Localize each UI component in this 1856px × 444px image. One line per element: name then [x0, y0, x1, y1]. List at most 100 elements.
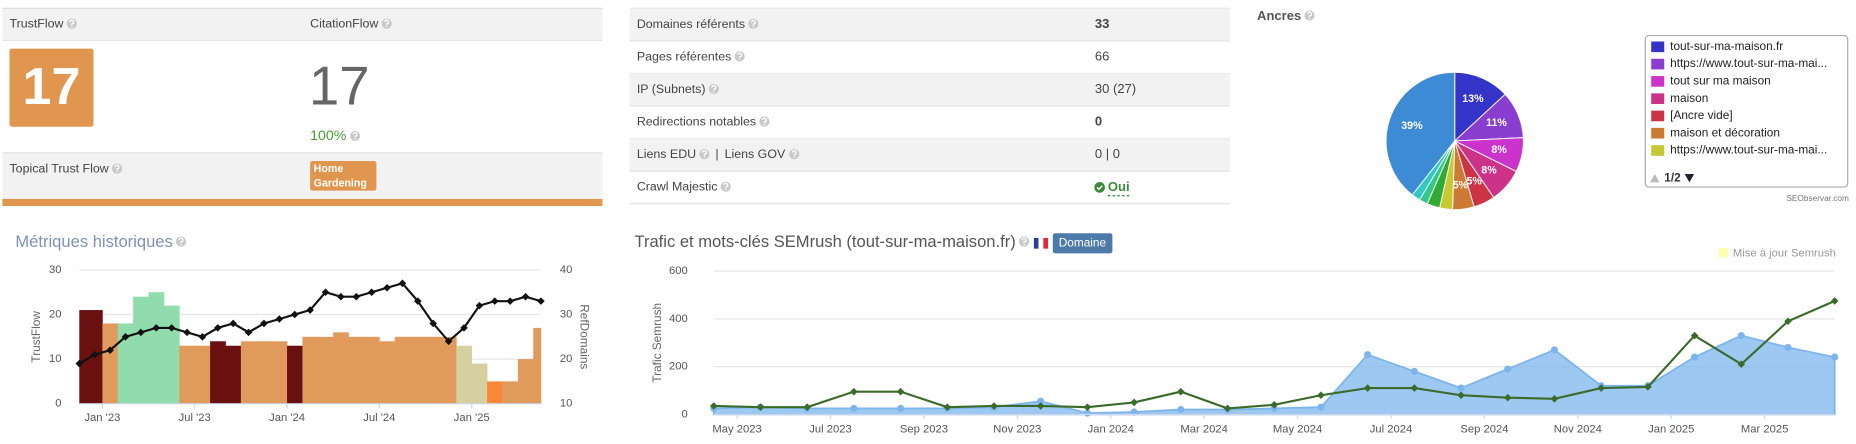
legend-swatch[interactable] — [1651, 41, 1665, 53]
row-value: 66 — [1095, 49, 1109, 64]
legend-swatch[interactable] — [1651, 58, 1665, 70]
point-marker — [1364, 351, 1372, 359]
slice-label: 5% — [1453, 180, 1469, 192]
legend-swatch[interactable] — [1651, 127, 1665, 139]
point-marker — [1036, 402, 1045, 410]
area-segment — [271, 341, 288, 404]
point-marker — [229, 319, 237, 328]
x-tick-label: Jan '24 — [269, 412, 305, 424]
row-label: Crawl Majestic — [637, 180, 718, 194]
flag-red — [1043, 237, 1049, 249]
slice-label: 39% — [1401, 120, 1423, 132]
area-segment — [210, 341, 226, 404]
y2-tick-label: 10 — [560, 398, 573, 410]
help-icon-glyph — [384, 19, 390, 26]
topical-label: Topical Trust Flow — [9, 162, 108, 176]
x-tick-label: Mar 2024 — [1180, 424, 1227, 436]
help-icon-glyph — [703, 156, 706, 158]
legend-swatch[interactable] — [1651, 76, 1665, 87]
flag-blue — [1033, 237, 1039, 249]
legend-label[interactable]: [Ancre vide] — [1670, 108, 1732, 122]
legend-swatch[interactable] — [1651, 145, 1665, 156]
help-icon-glyph — [738, 58, 741, 61]
y-axis-title: TrustFlow — [29, 311, 43, 363]
help-icon-glyph — [701, 150, 707, 156]
legend-label[interactable]: https://www.tout-sur-ma-mai... — [1670, 143, 1827, 157]
row-label: Liens GOV — [725, 147, 786, 161]
legend-swatch[interactable] — [1718, 248, 1729, 258]
x-tick-label: Nov 2023 — [993, 424, 1041, 436]
table-row-bg — [629, 8, 1230, 41]
help-icon-glyph — [793, 156, 795, 158]
flow-ratio: 100% — [310, 128, 347, 144]
slice-label: 11% — [1486, 117, 1507, 129]
y-tick-label: 0 — [681, 408, 687, 420]
area-segment — [379, 341, 396, 404]
y-tick-label: 20 — [49, 308, 62, 320]
legend-label[interactable]: https://www.tout-sur-ma-mai... — [1670, 56, 1827, 70]
table-row-bg — [629, 138, 1230, 172]
area-segment — [256, 341, 273, 404]
pager-next[interactable] — [1684, 174, 1695, 183]
area-segment — [363, 336, 380, 404]
y-tick-label: 30 — [49, 264, 62, 276]
area-segment — [333, 332, 349, 404]
y-tick-label: 200 — [669, 361, 688, 373]
point-marker — [1317, 403, 1325, 411]
y-tick-label: 10 — [49, 353, 62, 365]
help-icon-glyph — [114, 164, 120, 171]
legend-label[interactable]: maison et décoration — [1670, 125, 1780, 139]
status-icon-check — [1096, 185, 1103, 191]
point-marker — [1177, 387, 1185, 396]
row-label: Domaines référents — [637, 17, 745, 31]
point-marker — [1037, 397, 1045, 405]
point-marker — [990, 402, 998, 410]
legend-label[interactable]: Mise à jour Semrush — [1733, 247, 1836, 259]
topical-tag-text: Gardening — [314, 177, 367, 189]
legend-label[interactable]: maison — [1670, 91, 1708, 105]
trust-flow-label: TrustFlow — [9, 17, 63, 31]
citation-flow-value: 17 — [309, 55, 370, 116]
legend-label[interactable]: tout sur ma maison — [1670, 74, 1771, 88]
help-icon-glyph — [354, 138, 356, 140]
help-icon-glyph — [116, 170, 118, 173]
slice-label: 13% — [1462, 93, 1484, 105]
topical-tag-text: Home — [314, 163, 344, 175]
y2-tick-label: 40 — [560, 264, 573, 276]
badge-text[interactable]: Domaine — [1059, 235, 1107, 249]
point-marker — [1410, 367, 1418, 375]
area-segment — [302, 336, 319, 404]
point-marker — [537, 297, 545, 305]
help-icon-glyph — [711, 84, 717, 91]
point-marker — [121, 333, 130, 341]
x-tick-label: Jul 2023 — [809, 424, 851, 436]
panel-bottom-bar — [2, 198, 603, 207]
pager-prev[interactable] — [1650, 174, 1660, 183]
legend-swatch[interactable] — [1651, 93, 1665, 104]
slice-label: 5% — [1467, 176, 1483, 188]
point-marker — [306, 306, 314, 314]
flag-white — [1038, 237, 1044, 249]
help-icon-glyph — [725, 188, 727, 191]
y-tick-label: 400 — [669, 313, 688, 325]
badge[interactable] — [1052, 233, 1113, 254]
citation-flow-label: CitationFlow — [310, 17, 378, 31]
point-marker — [383, 283, 391, 292]
legend-swatch[interactable] — [1651, 110, 1665, 122]
legend-label[interactable]: tout-sur-ma-maison.fr — [1670, 39, 1783, 53]
legend-pager: 1/2 — [1664, 170, 1681, 184]
table-row-bg — [629, 73, 1230, 106]
point-marker — [1597, 384, 1605, 392]
point-marker — [850, 387, 858, 396]
x-tick-label: Sep 2024 — [1460, 424, 1508, 436]
chart-title: Ancres — [1257, 8, 1301, 23]
area-segment — [317, 336, 334, 404]
area-segment — [163, 305, 180, 404]
row-value: 30 (27) — [1095, 81, 1136, 96]
row-label: Redirections notables — [637, 115, 756, 129]
x-tick-label: May 2023 — [712, 424, 761, 436]
point-marker — [943, 403, 952, 411]
status-icon — [1094, 182, 1105, 193]
